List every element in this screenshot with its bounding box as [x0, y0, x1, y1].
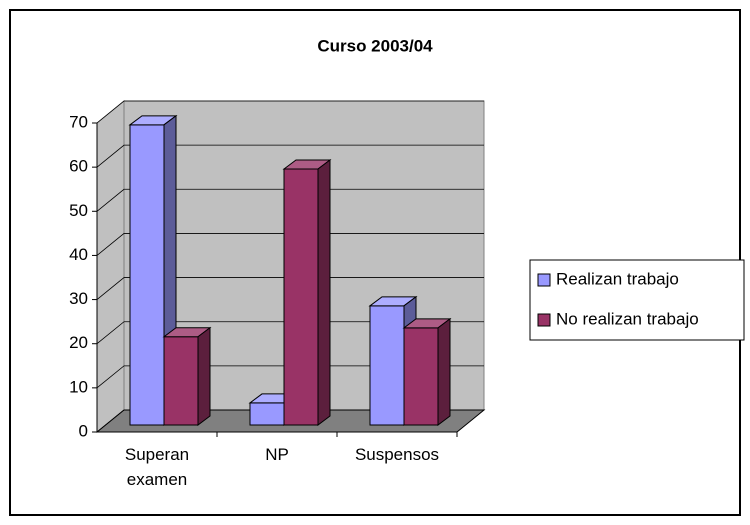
bar-front — [163, 336, 199, 426]
grid-line — [96, 409, 484, 433]
legend-swatch — [537, 313, 551, 327]
bar-front — [249, 402, 285, 426]
y-tick-label: 10 — [69, 377, 88, 396]
grid-line — [96, 321, 484, 345]
bar — [162, 326, 212, 426]
grid-line — [96, 277, 484, 300]
legend-box — [529, 259, 745, 341]
bar-side — [197, 326, 211, 426]
x-tick-label: Superan examen — [124, 445, 190, 489]
x-tick-label: NP — [265, 445, 289, 464]
grid-line — [96, 100, 484, 124]
grid-line — [96, 365, 484, 389]
y-tick-label: 20 — [69, 333, 88, 352]
chart-title: Curso 2003/04 — [317, 36, 433, 55]
x-tick-label: Suspensos — [354, 445, 440, 464]
legend-label: Realizan trabajo — [556, 269, 679, 288]
y-tick-label: 70 — [69, 112, 88, 131]
y-tick-label: 30 — [69, 289, 88, 308]
grid-line — [96, 233, 484, 256]
legend-label: No realizan trabajo — [556, 309, 699, 328]
y-tick-label: 60 — [69, 157, 88, 176]
y-tick-label: 40 — [69, 245, 88, 264]
side-wall — [96, 99, 125, 434]
bar-side — [437, 317, 451, 426]
bar-front — [369, 305, 405, 426]
bar-front — [129, 124, 165, 426]
legend-swatch — [537, 273, 551, 287]
grid-line — [96, 144, 484, 168]
bar-side — [317, 158, 331, 426]
bar — [282, 158, 332, 426]
bar-front — [403, 327, 439, 426]
grid-line — [96, 188, 484, 212]
y-tick-label: 0 — [79, 421, 88, 440]
bar — [402, 317, 452, 426]
y-tick-label: 50 — [69, 201, 88, 220]
bar-front — [283, 168, 319, 426]
